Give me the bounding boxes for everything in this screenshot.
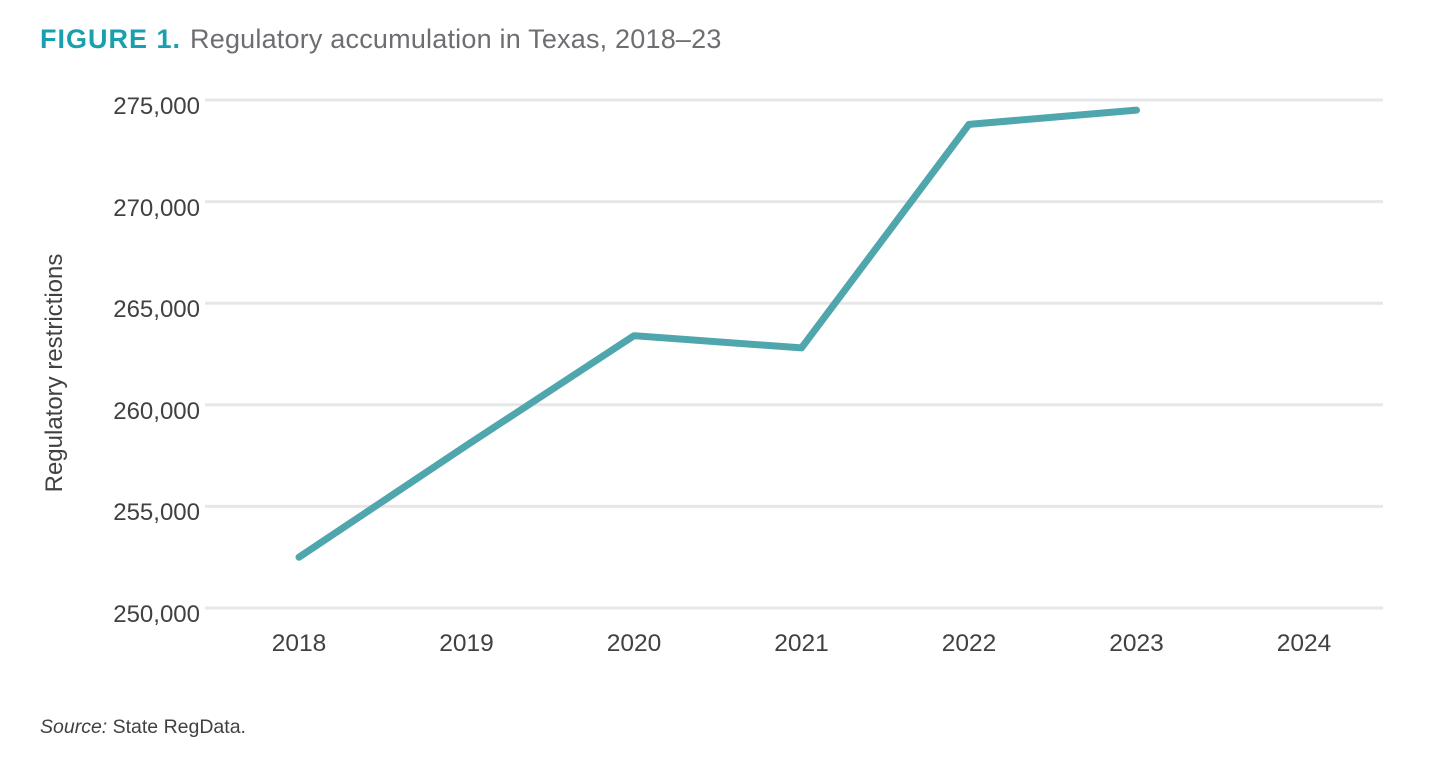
- source-prefix: Source:: [40, 716, 108, 738]
- source-note: Source: State RegData.: [40, 716, 246, 739]
- figure-title: FIGURE 1. Regulatory accumulation in Texa…: [40, 24, 722, 55]
- data-line-regulatory-restrictions: [295, 106, 1140, 561]
- figure-label: FIGURE 1.: [40, 24, 182, 54]
- figure-title-text: Regulatory accumulation in Texas, 2018–2…: [190, 24, 722, 54]
- source-text: State RegData.: [107, 716, 246, 738]
